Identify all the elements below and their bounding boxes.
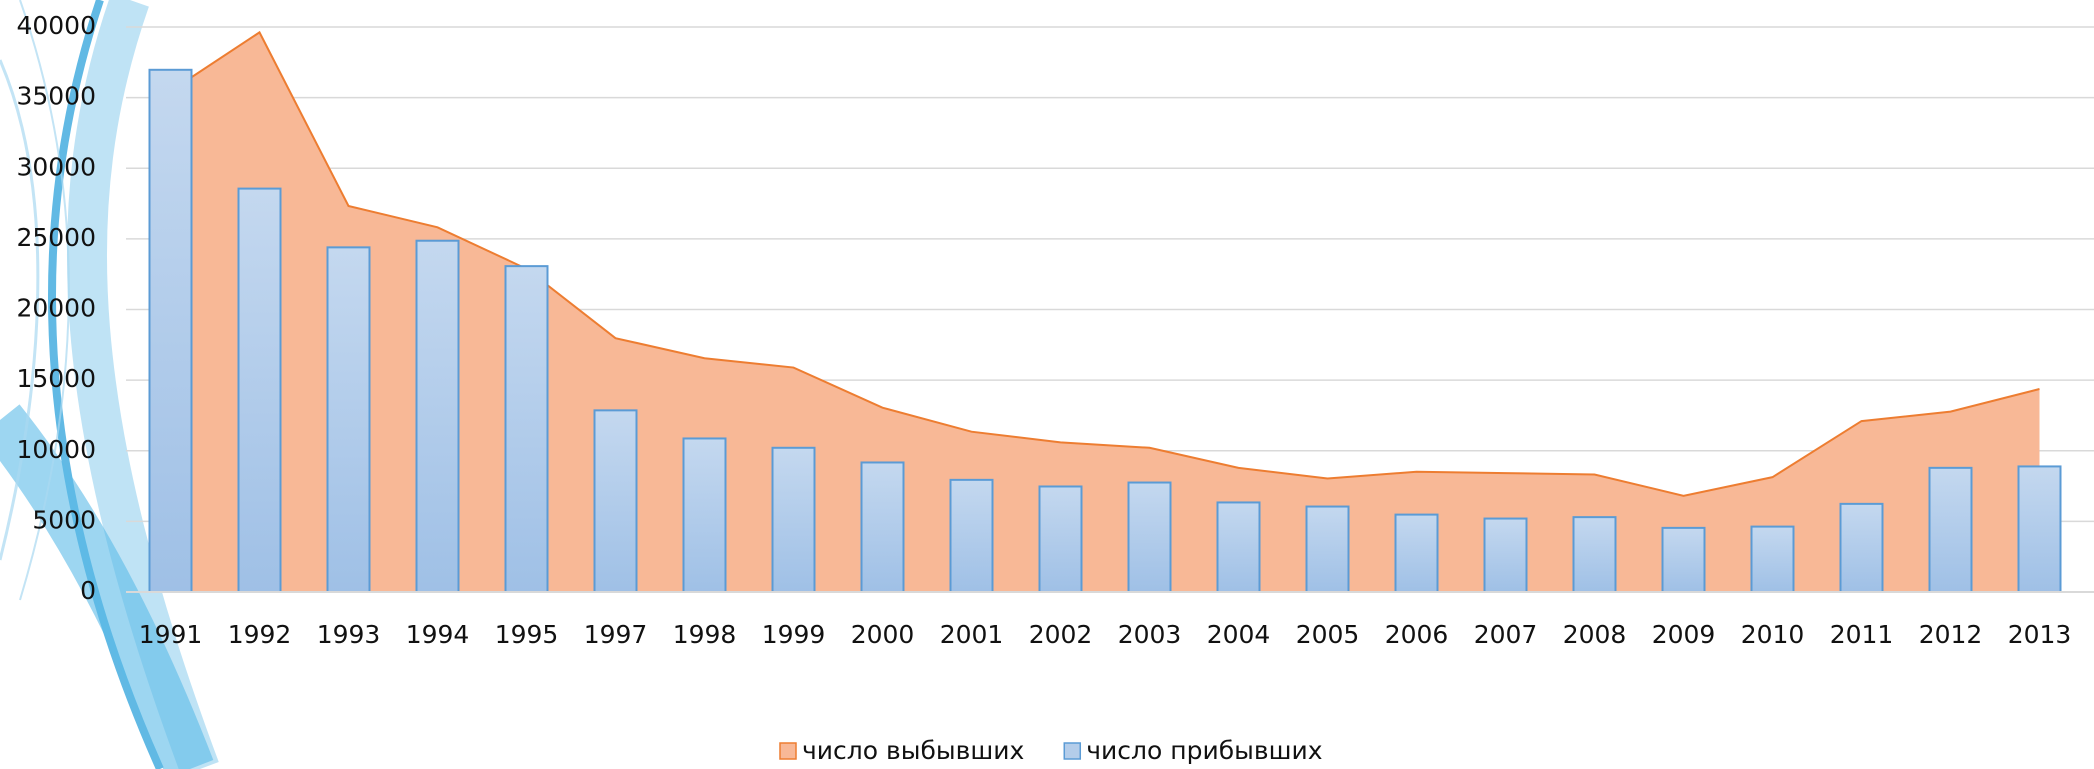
bar [1663,528,1705,592]
y-tick-label: 10000 [16,435,96,464]
x-tick-label: 1997 [584,620,648,649]
x-tick-label: 2011 [1830,620,1894,649]
x-tick-label: 1994 [406,620,470,649]
bar [1307,507,1349,592]
x-tick-label: 2009 [1652,620,1716,649]
x-tick-label: 1992 [228,620,292,649]
x-tick-label: 2004 [1207,620,1271,649]
bar [862,462,904,592]
bar [595,410,637,592]
bar [1396,515,1438,592]
bar [1218,502,1260,592]
legend-swatch [780,743,796,759]
bar [1841,504,1883,592]
x-tick-label: 1998 [673,620,737,649]
y-tick-label: 30000 [16,152,96,181]
x-tick-label: 1993 [317,620,381,649]
legend-swatch [1064,743,1080,759]
x-tick-label: 1995 [495,620,559,649]
x-tick-label: 2000 [851,620,915,649]
bar [1574,517,1616,592]
y-tick-label: 15000 [16,364,96,393]
x-tick-label: 1991 [139,620,203,649]
legend-label: число прибывших [1086,736,1322,765]
x-tick-label: 2008 [1563,620,1627,649]
bar [1485,519,1527,592]
bar [239,189,281,592]
chart: 0 5000 10000 15000 20000 25000 30000 35000 40000… [0,0,2094,769]
bar [1040,486,1082,592]
legend-label: число выбывших [802,736,1024,765]
bar [951,480,993,592]
y-tick-label: 35000 [16,82,96,111]
bar [150,70,192,592]
bar [773,448,815,592]
bar [684,438,726,592]
x-tick-label: 2013 [2008,620,2072,649]
y-tick-label: 25000 [16,223,96,252]
x-tick-label: 2002 [1029,620,1093,649]
x-tick-label: 2006 [1385,620,1449,649]
x-tick-label: 2007 [1474,620,1538,649]
bar [1752,527,1794,592]
y-tick-label: 20000 [16,294,96,323]
y-tick-label: 0 [80,576,96,605]
bar [1129,483,1171,592]
x-tick-label: 2001 [940,620,1004,649]
y-tick-label: 40000 [16,11,96,40]
bar [1930,468,1972,592]
bar [506,266,548,592]
bar [328,247,370,592]
x-tick-label: 2005 [1296,620,1360,649]
x-tick-label: 2003 [1118,620,1182,649]
bar [2019,466,2061,592]
y-tick-label: 5000 [32,505,96,534]
x-tick-label: 2010 [1741,620,1805,649]
x-tick-label: 1999 [762,620,826,649]
x-tick-label: 2012 [1919,620,1983,649]
bar [417,241,459,592]
